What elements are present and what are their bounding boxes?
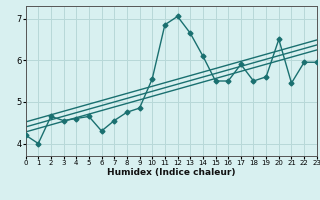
X-axis label: Humidex (Indice chaleur): Humidex (Indice chaleur) [107,168,236,177]
